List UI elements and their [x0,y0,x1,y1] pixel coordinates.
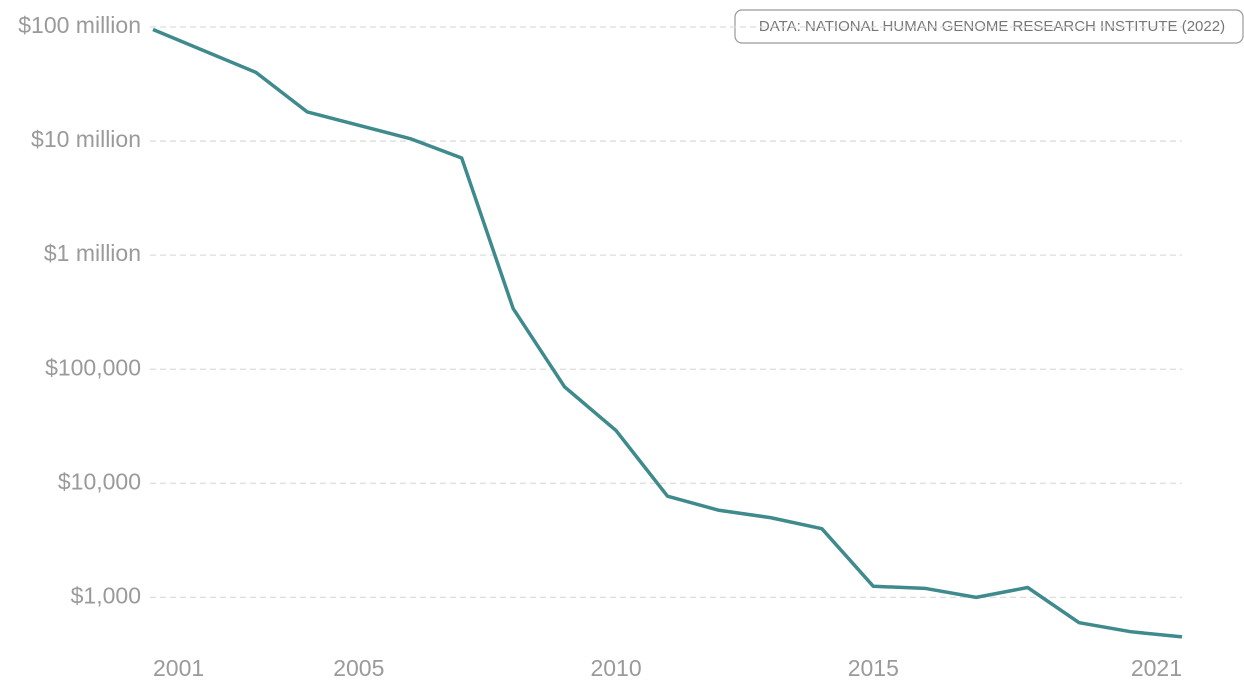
y-tick-label: $1 million [44,240,141,266]
data-line [152,27,1183,639]
x-tick-label: 2001 [153,655,204,681]
y-tick-label: $10 million [31,126,141,152]
x-tick-label: 2021 [1131,655,1182,681]
x-tick-label: 2015 [848,655,899,681]
x-tick-label: 2005 [333,655,384,681]
y-tick-label: $10,000 [58,468,141,494]
y-tick-label: $100 million [18,12,141,38]
y-tick-label: $100,000 [45,354,141,380]
x-tick-label: 2010 [590,655,641,681]
y-tick-label: $1,000 [71,582,141,608]
